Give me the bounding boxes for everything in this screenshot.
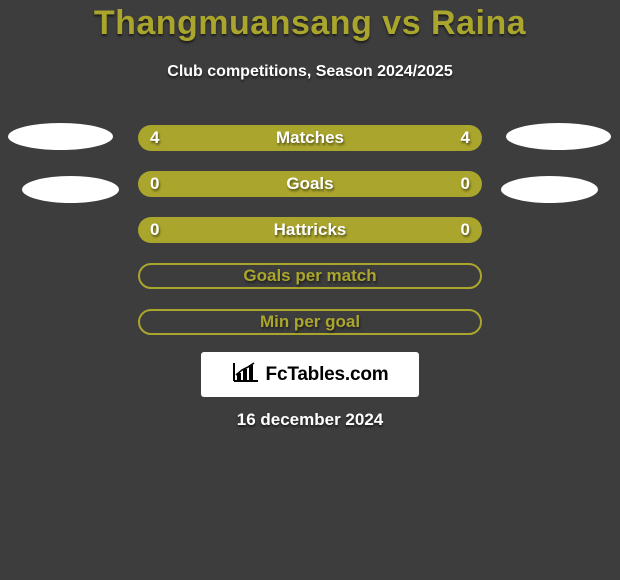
bar-chart-icon (232, 361, 260, 388)
stat-left-value: 0 (150, 174, 159, 194)
stat-label: Goals (286, 174, 333, 194)
stat-right-value: 0 (461, 220, 470, 240)
stat-right-value: 0 (461, 174, 470, 194)
stat-left-value: 4 (150, 128, 159, 148)
logo-box: FcTables.com (201, 352, 419, 397)
logo-text: FcTables.com (266, 364, 389, 386)
page-title: Thangmuansang vs Raina (0, 4, 620, 43)
stat-left-value: 0 (150, 220, 159, 240)
player-ellipse (8, 123, 113, 150)
player-ellipse (501, 176, 598, 203)
stat-row: Matches 4 4 (138, 125, 482, 151)
stat-right-value: 4 (461, 128, 470, 148)
date-label: 16 december 2024 (0, 410, 620, 430)
stat-row: Hattricks 0 0 (138, 217, 482, 243)
stat-label: Matches (276, 128, 344, 148)
stat-row: Min per goal (138, 309, 482, 335)
player-ellipse (506, 123, 611, 150)
stat-label: Hattricks (274, 220, 347, 240)
player-ellipse (22, 176, 119, 203)
stat-row: Goals 0 0 (138, 171, 482, 197)
stat-row: Goals per match (138, 263, 482, 289)
stat-label: Min per goal (260, 312, 360, 332)
page-subtitle: Club competitions, Season 2024/2025 (0, 63, 620, 81)
stat-label: Goals per match (243, 266, 376, 286)
